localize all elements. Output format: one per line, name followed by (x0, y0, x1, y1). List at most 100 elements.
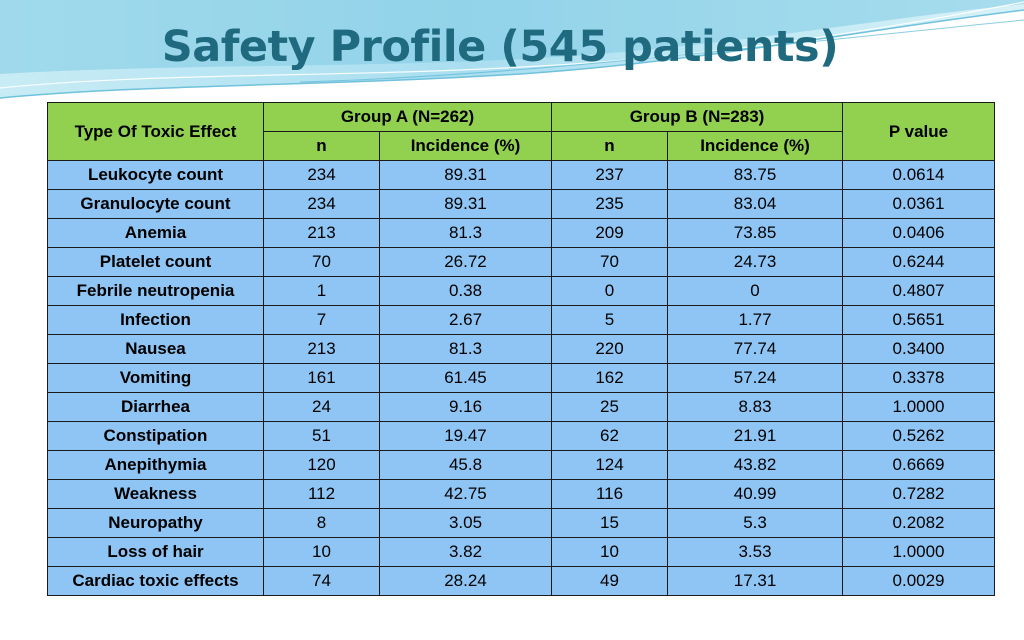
cell-p-value: 0.5262 (842, 421, 996, 451)
cell-group-a-n: 213 (263, 218, 380, 248)
table-row: Anepithymia 120 45.8 124 43.82 0.6669 (47, 450, 996, 480)
cell-group-a-n: 7 (263, 305, 380, 335)
cell-toxic-effect-name: Vomiting (47, 363, 264, 393)
table-row: Granulocyte count 234 89.31 235 83.04 0.0361 (47, 189, 996, 219)
cell-group-a-incidence: 0.38 (379, 276, 552, 306)
cell-group-a-incidence: 28.24 (379, 566, 552, 596)
table-row: Infection 7 2.67 5 1.77 0.5651 (47, 305, 996, 335)
cell-p-value: 0.0029 (842, 566, 996, 596)
cell-group-b-n: 70 (551, 247, 668, 277)
cell-group-b-incidence: 83.04 (666, 189, 844, 219)
cell-group-a-incidence: 42.75 (379, 479, 552, 509)
table-body: Leukocyte count 234 89.31 237 83.75 0.0614 Gra… (47, 160, 996, 596)
cell-group-b-incidence: 24.73 (666, 247, 844, 277)
cell-toxic-effect-name: Febrile neutropenia (47, 276, 264, 306)
cell-p-value: 0.0406 (842, 218, 996, 248)
header-type-of-toxic-effect: Type Of Toxic Effect (47, 102, 264, 161)
cell-p-value: 0.6669 (842, 450, 996, 480)
cell-group-a-n: 213 (263, 334, 380, 364)
cell-toxic-effect-name: Anemia (47, 218, 264, 248)
cell-group-b-incidence: 43.82 (666, 450, 844, 480)
subheader-group-a-incidence: Incidence (%) (379, 131, 552, 161)
cell-group-b-n: 162 (551, 363, 668, 393)
cell-group-a-incidence: 9.16 (379, 392, 552, 422)
cell-group-a-incidence: 61.45 (379, 363, 552, 393)
cell-toxic-effect-name: Constipation (47, 421, 264, 451)
cell-toxic-effect-name: Loss of hair (47, 537, 264, 567)
cell-toxic-effect-name: Anepithymia (47, 450, 264, 480)
cell-toxic-effect-name: Cardiac toxic effects (47, 566, 264, 596)
cell-group-a-n: 8 (263, 508, 380, 538)
cell-toxic-effect-name: Infection (47, 305, 264, 335)
cell-p-value: 0.0614 (842, 160, 996, 190)
table-row: Constipation 51 19.47 62 21.91 0.5262 (47, 421, 996, 451)
cell-group-a-n: 1 (263, 276, 380, 306)
cell-group-b-incidence: 1.77 (666, 305, 844, 335)
table-row: Loss of hair 10 3.82 10 3.53 1.0000 (47, 537, 996, 567)
cell-group-a-incidence: 45.8 (379, 450, 552, 480)
table-header-row: Type Of Toxic Effect Group A (N=262) Gro… (47, 102, 996, 161)
table-row: Leukocyte count 234 89.31 237 83.75 0.0614 (47, 160, 996, 190)
cell-toxic-effect-name: Weakness (47, 479, 264, 509)
cell-group-b-incidence: 0 (666, 276, 844, 306)
cell-group-b-incidence: 3.53 (666, 537, 844, 567)
cell-group-b-incidence: 40.99 (666, 479, 844, 509)
cell-p-value: 0.3400 (842, 334, 996, 364)
cell-group-a-n: 70 (263, 247, 380, 277)
cell-group-b-n: 124 (551, 450, 668, 480)
cell-p-value: 0.7282 (842, 479, 996, 509)
table-row: Febrile neutropenia 1 0.38 0 0 0.4807 (47, 276, 996, 306)
cell-group-b-n: 220 (551, 334, 668, 364)
cell-group-a-n: 10 (263, 537, 380, 567)
cell-group-b-incidence: 17.31 (666, 566, 844, 596)
header-p-value: P value (842, 102, 996, 161)
cell-group-a-incidence: 89.31 (379, 189, 552, 219)
cell-group-a-n: 51 (263, 421, 380, 451)
cell-group-a-incidence: 89.31 (379, 160, 552, 190)
cell-group-b-n: 5 (551, 305, 668, 335)
header-wave-decoration (0, 0, 1024, 99)
cell-group-b-n: 235 (551, 189, 668, 219)
table-row: Anemia 213 81.3 209 73.85 0.0406 (47, 218, 996, 248)
cell-group-a-n: 24 (263, 392, 380, 422)
cell-p-value: 1.0000 (842, 392, 996, 422)
cell-group-a-n: 161 (263, 363, 380, 393)
cell-group-a-n: 112 (263, 479, 380, 509)
cell-toxic-effect-name: Leukocyte count (47, 160, 264, 190)
cell-p-value: 0.3378 (842, 363, 996, 393)
cell-group-a-incidence: 81.3 (379, 334, 552, 364)
table-row: Weakness 112 42.75 116 40.99 0.7282 (47, 479, 996, 509)
slide-title: Safety Profile (545 patients) (161, 22, 839, 72)
cell-group-b-n: 49 (551, 566, 668, 596)
cell-group-b-n: 10 (551, 537, 668, 567)
cell-toxic-effect-name: Diarrhea (47, 392, 264, 422)
safety-profile-table: Type Of Toxic Effect Group A (N=262) Gro… (47, 102, 996, 596)
cell-group-b-n: 62 (551, 421, 668, 451)
cell-group-b-n: 0 (551, 276, 668, 306)
subheader-group-b-incidence: Incidence (%) (666, 131, 844, 161)
cell-group-b-incidence: 57.24 (666, 363, 844, 393)
subheader-group-a-n: n (263, 131, 380, 161)
cell-group-a-incidence: 26.72 (379, 247, 552, 277)
cell-group-b-n: 15 (551, 508, 668, 538)
cell-group-a-incidence: 2.67 (379, 305, 552, 335)
cell-group-b-incidence: 5.3 (666, 508, 844, 538)
cell-group-b-incidence: 73.85 (666, 218, 844, 248)
cell-p-value: 0.4807 (842, 276, 996, 306)
cell-p-value: 0.0361 (842, 189, 996, 219)
cell-group-a-incidence: 19.47 (379, 421, 552, 451)
table-row: Nausea 213 81.3 220 77.74 0.3400 (47, 334, 996, 364)
cell-toxic-effect-name: Neuropathy (47, 508, 264, 538)
cell-group-a-n: 74 (263, 566, 380, 596)
cell-group-b-incidence: 77.74 (666, 334, 844, 364)
cell-group-a-incidence: 3.05 (379, 508, 552, 538)
cell-group-a-incidence: 81.3 (379, 218, 552, 248)
cell-group-a-n: 234 (263, 160, 380, 190)
header-group-b: Group B (N=283) (550, 102, 844, 132)
cell-p-value: 1.0000 (842, 537, 996, 567)
cell-group-a-n: 120 (263, 450, 380, 480)
table-row: Neuropathy 8 3.05 15 5.3 0.2082 (47, 508, 996, 538)
table-row: Vomiting 161 61.45 162 57.24 0.3378 (47, 363, 996, 393)
cell-group-b-n: 237 (551, 160, 668, 190)
cell-group-b-n: 116 (551, 479, 668, 509)
